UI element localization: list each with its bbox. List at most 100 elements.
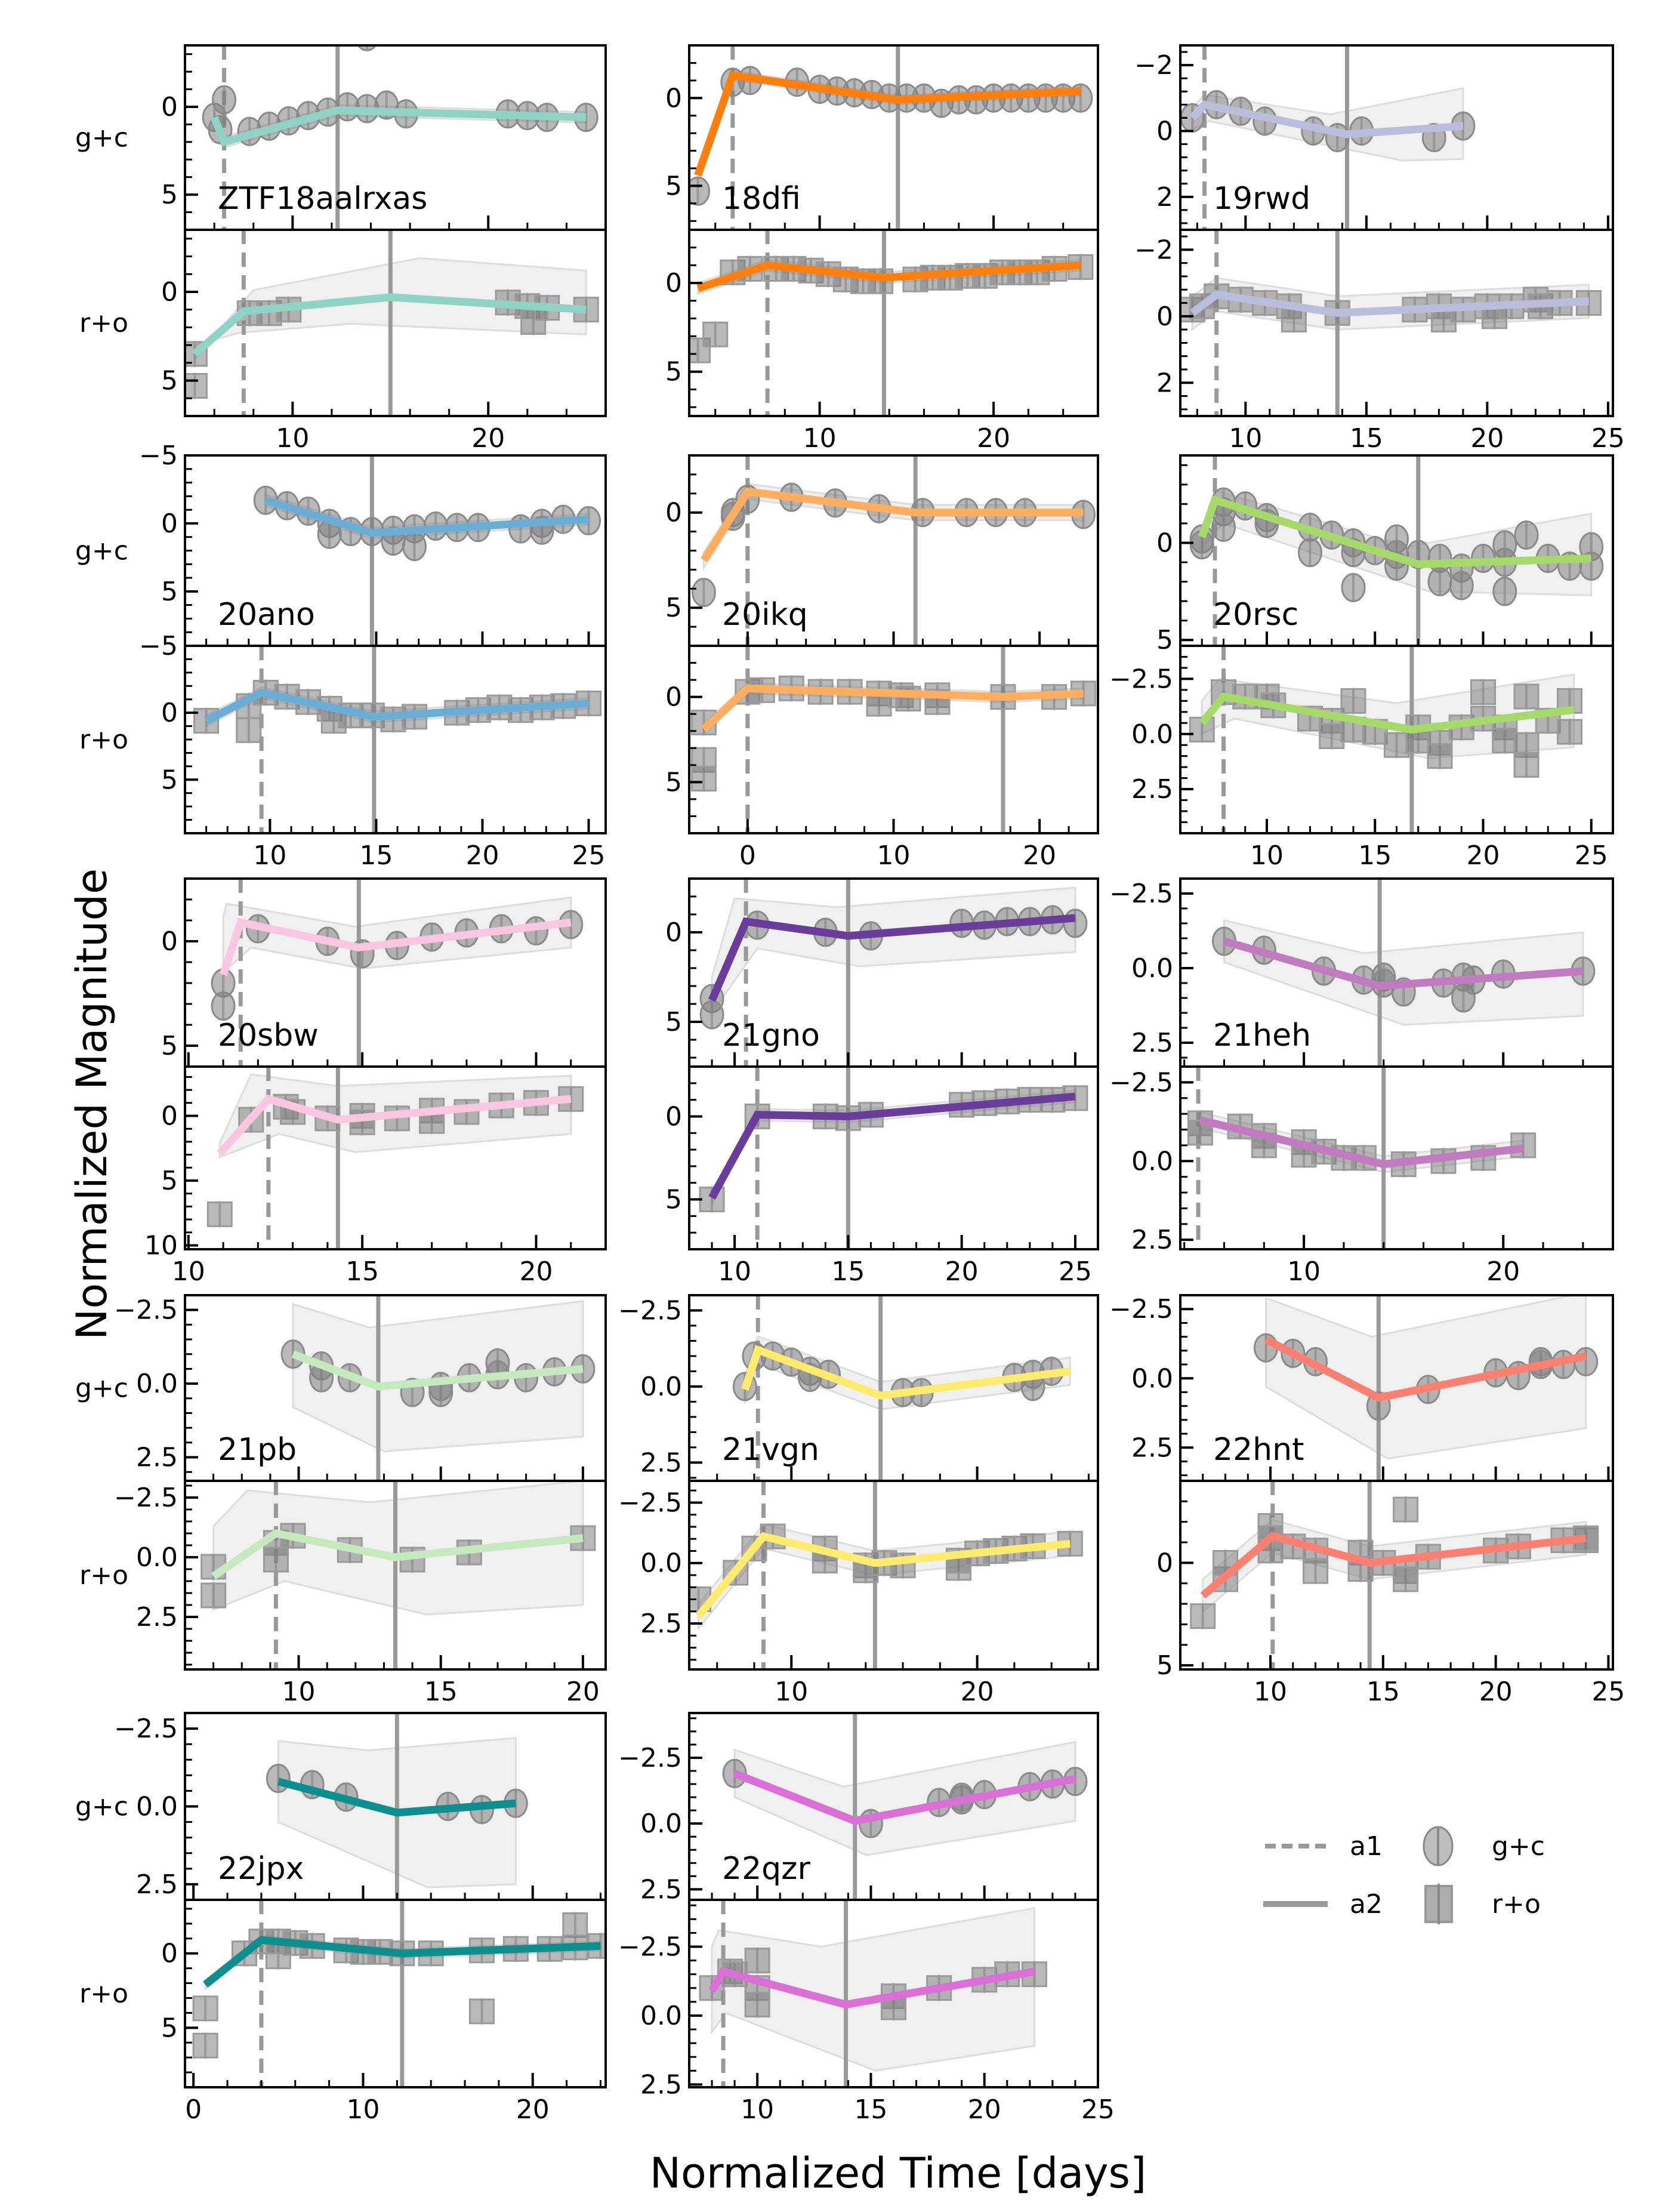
data-point-square <box>263 1546 289 1573</box>
x-tick-label: 20 <box>1470 423 1504 454</box>
data-point-circle <box>691 578 716 608</box>
object-name-label: 20rsc <box>1213 597 1298 633</box>
fit-line <box>192 293 587 357</box>
y-tick-label: 5 <box>665 767 682 797</box>
data-point-circle <box>402 532 427 562</box>
object-name-label: 21heh <box>1213 1018 1311 1053</box>
data-point-circle <box>211 991 236 1021</box>
y-tick-label: 2.5 <box>136 1443 178 1473</box>
y-tick-label: −2.5 <box>1109 1067 1173 1098</box>
subplot-21vgn-top: −2.5 0.0 2.5 21vgn <box>618 1294 1099 1482</box>
object-name-label: 20ikq <box>722 597 808 633</box>
x-tick-label: 20 <box>471 423 505 454</box>
subplot-20ano-top: −5 0 5 g+c 20ano <box>75 440 607 647</box>
data-point-square <box>1190 1603 1216 1629</box>
x-tick-label: 15 <box>831 1256 865 1287</box>
y-tick-label: 0 <box>1156 301 1173 332</box>
uncertainty-band <box>711 886 1076 1016</box>
plot-area <box>192 1900 606 2087</box>
data-point-square <box>744 1948 770 1974</box>
data-point-circle <box>699 1000 724 1030</box>
plot-area <box>689 230 1094 416</box>
y-tick-label: 2 <box>1156 182 1173 212</box>
x-tick-label: 10 <box>1250 840 1284 871</box>
y-tick-label: −2.5 <box>618 1295 682 1326</box>
data-point-circle <box>1514 520 1539 550</box>
x-tick-label: 10 <box>775 1677 808 1707</box>
y-tick-label: 0.0 <box>640 1548 682 1579</box>
x-tick-label: 20 <box>945 1256 979 1287</box>
y-tick-label: −2.5 <box>618 1743 682 1773</box>
data-point-circle <box>689 176 711 206</box>
x-tick-label: 20 <box>519 1256 553 1287</box>
plot-area <box>699 1900 1047 2087</box>
y-tick-label: 10 <box>144 1230 178 1261</box>
y-tick-label: 5 <box>161 180 178 210</box>
x-tick-label: 20 <box>961 1677 994 1707</box>
axes-frame <box>184 1065 607 1250</box>
object-name-label: 21vgn <box>722 1432 819 1468</box>
y-tick-label: 5 <box>161 765 178 795</box>
x-tick-label: 25 <box>1575 840 1608 871</box>
data-point-square <box>1513 683 1540 710</box>
y-tick-label: −2.5 <box>1109 1294 1173 1324</box>
data-point-square <box>1513 751 1540 778</box>
data-point-square <box>562 1912 588 1938</box>
y-tick-label: 5 <box>665 1007 682 1037</box>
axes-frame <box>1179 1480 1614 1671</box>
plot-area <box>193 646 602 833</box>
y-tick-label: 0 <box>161 698 178 728</box>
subplot-20rsc-bottom: −2.5 0.0 2.5 10 15 20 25 <box>1109 645 1614 871</box>
x-tick-label: 0 <box>185 2094 202 2125</box>
y-tick-label: 0 <box>161 1939 178 1969</box>
axes-frame <box>688 229 1099 417</box>
x-tick-label: 20 <box>977 423 1010 454</box>
x-tick-label: 10 <box>803 423 837 454</box>
subplot-ZTF18aalrxas-bottom: 0 5 10 20 r+o <box>79 229 607 454</box>
data-point-square <box>1393 1496 1419 1523</box>
fit-line <box>694 70 1081 177</box>
x-tick-label: 25 <box>1591 1677 1625 1707</box>
data-point-circle <box>357 45 377 51</box>
fit-line <box>701 684 1084 732</box>
object-name-label: 18dfi <box>722 181 801 217</box>
subplot-20rsc-top: 0 5 20rsc <box>1156 454 1614 655</box>
fit-line <box>219 917 572 976</box>
y-tick-label: 0 <box>665 917 682 948</box>
y-tick-label: −2.5 <box>114 1295 178 1326</box>
subplot-18dfi-top: 0 5 18dfi <box>665 44 1099 231</box>
data-point-square <box>1319 723 1345 749</box>
y-tick-label: 5 <box>161 2013 178 2043</box>
x-tick-label: 10 <box>718 1256 751 1287</box>
plot-area <box>200 1481 596 1669</box>
x-tick-label: 25 <box>1059 1256 1092 1287</box>
axes-frame <box>1179 1065 1614 1250</box>
y-tick-label: 0 <box>665 83 682 113</box>
y-tick-label: 0 <box>1156 1548 1173 1578</box>
subplot-22jpx-bottom: 0 5 0 10 20 r+o <box>79 1899 607 2125</box>
fit-line <box>211 1529 584 1580</box>
band-label-g+c: g+c <box>75 1792 128 1822</box>
x-tick-label: 10 <box>276 423 309 454</box>
y-tick-label: 0.0 <box>640 2001 682 2031</box>
y-tick-label: 0 <box>161 1101 178 1131</box>
data-point-square <box>185 372 208 399</box>
data-point-square <box>699 1187 725 1213</box>
legend-a2-label: a2 <box>1350 1889 1383 1920</box>
subplot-21heh-bottom: −2.5 0.0 2.5 10 20 <box>1109 1065 1614 1287</box>
plot-area <box>1189 646 1582 833</box>
y-tick-label: −2.5 <box>618 1932 682 1963</box>
x-tick-label: 10 <box>282 1677 316 1707</box>
data-point-circle <box>1492 577 1517 606</box>
axes-frame <box>1179 229 1614 417</box>
subplot-20sbw-top: 0 5 20sbw <box>161 877 607 1068</box>
y-tick-label: 5 <box>665 593 682 623</box>
x-tick-label: 20 <box>1479 1677 1513 1707</box>
fit-line <box>203 1936 601 1988</box>
y-tick-label: 2.5 <box>640 2069 682 2100</box>
fit-line <box>1190 290 1589 317</box>
fit-line <box>696 261 1081 292</box>
uncertainty-band <box>711 1907 1035 2072</box>
y-tick-label: 5 <box>161 366 178 396</box>
y-tick-label: −2 <box>1134 235 1173 265</box>
